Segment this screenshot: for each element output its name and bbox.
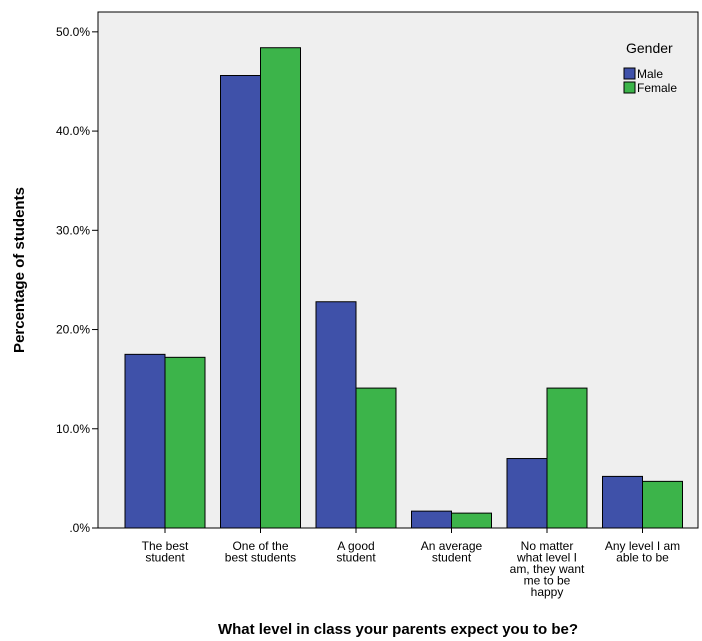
bar-male-5 [507,459,547,528]
y-axis: .0% 10.0% 20.0% 30.0% 40.0% 50.0% [56,25,98,535]
bar-male-3 [316,302,356,528]
x-axis: The best student One of the best students A … [142,528,681,599]
x-axis-title: What level in class your parents expect … [218,621,578,638]
x-tick-label: The best student [142,539,189,565]
y-tick-label: 30.0% [56,223,90,237]
bar-female-2 [261,48,301,528]
y-tick-label: .0% [69,521,90,535]
bar-male-4 [412,511,452,528]
y-axis-title: Percentage of students [11,187,28,353]
x-tick-label: A good student [336,539,376,565]
y-tick-label: 50.0% [56,25,90,39]
bar-female-6 [643,481,683,528]
legend-title: Gender [626,40,673,56]
bar-female-1 [165,357,205,528]
legend-swatch-female [624,82,635,93]
bar-male-2 [221,76,261,528]
x-tick-label: Any level I am able to be [605,539,680,565]
bar-female-5 [547,388,587,528]
y-tick-label: 10.0% [56,422,90,436]
bar-female-4 [452,513,492,528]
bar-female-3 [356,388,396,528]
legend-swatch-male [624,68,635,79]
y-tick-label: 20.0% [56,323,90,337]
legend-label-female: Female [637,81,677,95]
x-tick-label: One of the best students [225,539,296,565]
bar-male-1 [125,354,165,528]
y-tick-label: 40.0% [56,124,90,138]
bar-male-6 [603,476,643,528]
legend-label-male: Male [637,67,663,81]
x-tick-label: An average student [421,539,483,565]
